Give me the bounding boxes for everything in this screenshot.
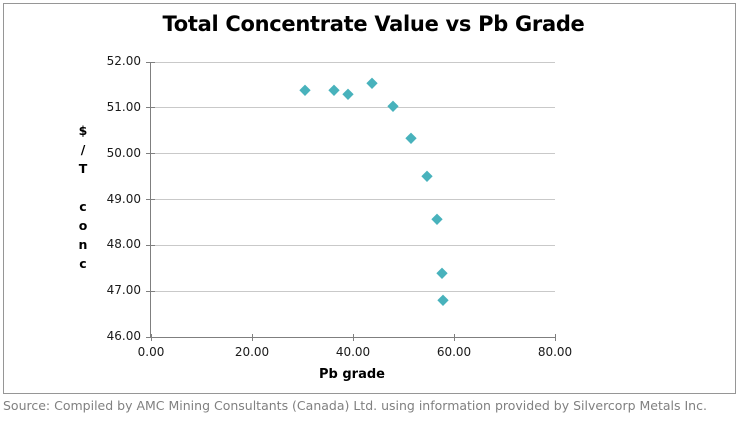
x-axis-tick [352,334,354,341]
y-axis-tick [146,244,155,246]
data-point-marker [388,100,399,111]
x-tick-label: 60.00 [436,345,472,359]
data-point-marker [328,85,340,96]
y-tick-label: 51.00 [106,99,141,114]
gridline [151,61,555,63]
x-axis-tick [453,334,455,341]
y-tick-label: 47.00 [106,283,141,298]
chart-title: Total Concentrate Value vs Pb Grade [162,12,585,36]
x-tick-label: 0.00 [137,345,165,359]
gridline [151,244,555,246]
x-axis-title: Pb grade [319,367,385,382]
source-attribution: Source: Compiled by AMC Mining Consultan… [3,398,707,413]
data-point-marker [366,77,378,89]
data-point-marker [436,267,448,279]
data-point-marker [421,170,433,182]
y-tick-label: 52.00 [106,54,141,68]
y-tick-label: 50.00 [106,145,141,160]
x-tick-label: 80.00 [537,345,573,359]
data-point-marker [299,84,310,95]
data-point-marker [343,88,354,100]
data-point-marker [431,213,443,225]
data-point-marker [437,294,449,306]
x-axis-tick [251,334,253,341]
gridline [151,199,555,200]
x-tick-label: 20.00 [234,345,270,359]
gridline [151,290,555,292]
y-axis-tick [146,199,155,200]
chart-container: Total Concentrate Value vs Pb Grade $ / … [3,3,736,394]
y-axis-tick [146,61,155,63]
y-tick-label: 46.00 [106,329,141,343]
x-axis-tick [554,334,556,341]
x-tick-label: 40.00 [335,345,371,359]
plot-area: 46.00 47.00 48.00 49.00 50.00 51.00 52.00 0.00 2… [107,54,573,359]
y-axis-tick [146,290,155,292]
y-axis-tick [146,107,155,109]
y-tick-label: 49.00 [106,191,141,206]
y-axis-tick [146,153,155,155]
y-tick-label: 48.00 [106,237,141,252]
x-axis-tick [150,334,152,341]
gridline [151,107,555,109]
gridline [151,153,555,155]
data-point-marker [405,132,416,143]
y-axis-title: $ / T c o n c [78,123,88,271]
